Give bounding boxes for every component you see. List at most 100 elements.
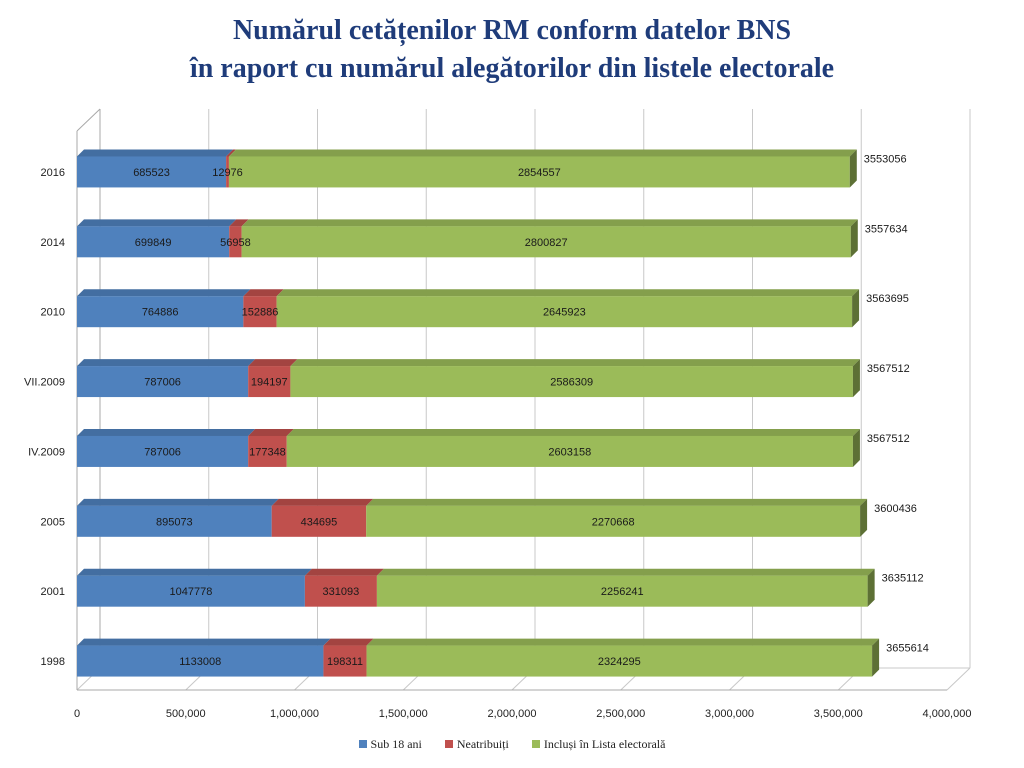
data-label: 12976 [212,167,243,179]
x-tick-label: 2,000,000 [488,708,537,720]
data-label: 2854557 [518,167,561,179]
total-label: 3553056 [864,153,907,165]
bar-segment-top [77,568,312,576]
bar-segment [77,645,324,677]
bar-segment [248,366,291,398]
chart-title-line-1: Numărul cetățenilor RM conform datelor B… [232,15,792,46]
bar-segment [77,156,227,188]
bar-segment [304,575,377,607]
legend-swatch-sub-18 [358,740,367,748]
bar-segment-top [366,638,880,646]
bar-segment-side [852,289,860,328]
data-label: 198311 [327,656,363,668]
total-label: 3655614 [886,643,929,655]
data-label: 194197 [251,377,288,389]
legend-label-neatribuiti: Neatribuiți [456,737,509,751]
bar-segment-top [271,498,374,506]
bar-segment-top [323,638,374,646]
bar-segment-top [290,359,860,367]
bar-segment [77,296,244,328]
bar-segment-top [241,219,858,227]
bar-segment [241,226,851,258]
bar-segment [376,575,868,607]
total-label: 3563695 [866,293,909,305]
legend-swatch-neatribuiti [444,740,453,748]
legend-label-sub-18: Sub 18 ani [370,737,422,751]
bar-segment-top [77,359,256,367]
y-tick-label: 2014 [41,237,65,249]
bar-segment [243,296,277,328]
bar-segment [366,505,861,537]
bar-segment [77,505,272,537]
bar-segment [229,226,242,258]
bar-segment-top [77,219,237,227]
bar-segment [226,156,229,188]
bar-segment [323,645,367,677]
bar-segment-side [849,149,857,188]
bar-segment-top [77,149,234,157]
data-label: 787006 [144,446,181,458]
data-label: 2645923 [543,307,586,319]
legend-swatch-inclusi [531,740,540,748]
data-label: 699849 [135,237,172,249]
bar-segment-side [872,638,880,677]
bar-segment-side [860,498,868,537]
floor-gridline [946,667,971,691]
bar-segment-top [286,428,860,436]
bar-segment [276,296,853,328]
bar-segment-top [248,428,294,436]
bar-segment-top [366,498,868,506]
bar-segment [77,575,305,607]
chart-legend: Sub 18 ani Neatribuiți Incluși în Lista … [0,737,1024,752]
total-label: 3635112 [882,573,924,585]
bar-segment-top [248,359,298,367]
legend-item-neatribuiti: Neatribuiți [444,737,509,752]
bar-segment [77,435,249,467]
x-tick-label: 1,000,000 [270,708,319,720]
legend-item-sub-18: Sub 18 ani [358,737,422,752]
bar-segment-top [77,638,331,646]
bar-segment [248,435,287,467]
x-tick-label: 0 [74,708,80,720]
bar-segment-top [243,289,284,297]
data-label: 1047778 [170,586,213,598]
y-tick-label: 2016 [41,167,65,179]
bar-segment-side [850,219,858,258]
legend-label-inclusi: Incluși în Lista electorală [543,737,666,751]
bar-segment-top [77,289,251,297]
x-tick-label: 1,500,000 [379,708,428,720]
x-tick-label: 3,500,000 [814,708,863,720]
bar-segment-top [304,568,384,576]
bar-segment-top [226,149,236,157]
bar-segment-top [77,428,256,436]
data-label: 764886 [142,307,179,319]
bar-segment [366,645,873,677]
bar-segment [290,366,853,398]
y-tick-label: 1998 [41,656,65,668]
data-label: 331093 [323,586,360,598]
data-label: 1133008 [179,656,221,668]
bar-segment-top [376,568,875,576]
y-tick-label: 2010 [41,307,65,319]
x-tick-label: 3,000,000 [705,708,754,720]
bar-segment-top [77,498,279,506]
data-label: 434695 [301,516,338,528]
x-tick-label: 4,000,000 [923,708,972,720]
data-label: 895073 [156,516,193,528]
data-label: 2603158 [548,446,591,458]
bar-segment [77,226,230,258]
chart-title: Numărul cetățenilor RM conform datelor B… [0,12,1024,88]
data-label: 2800827 [525,237,568,249]
data-label: 177348 [249,446,286,458]
bar-segment [271,505,367,537]
x-tick-label: 2,500,000 [596,708,645,720]
total-label: 3567512 [867,433,910,445]
data-label: 2270668 [592,516,635,528]
bar-segment-side [852,428,860,467]
total-label: 3567512 [867,363,910,375]
data-label: 152886 [242,307,279,319]
side-wall-top-edge [76,108,101,132]
bar-segment [77,366,249,398]
bar-segment-top [276,289,860,297]
